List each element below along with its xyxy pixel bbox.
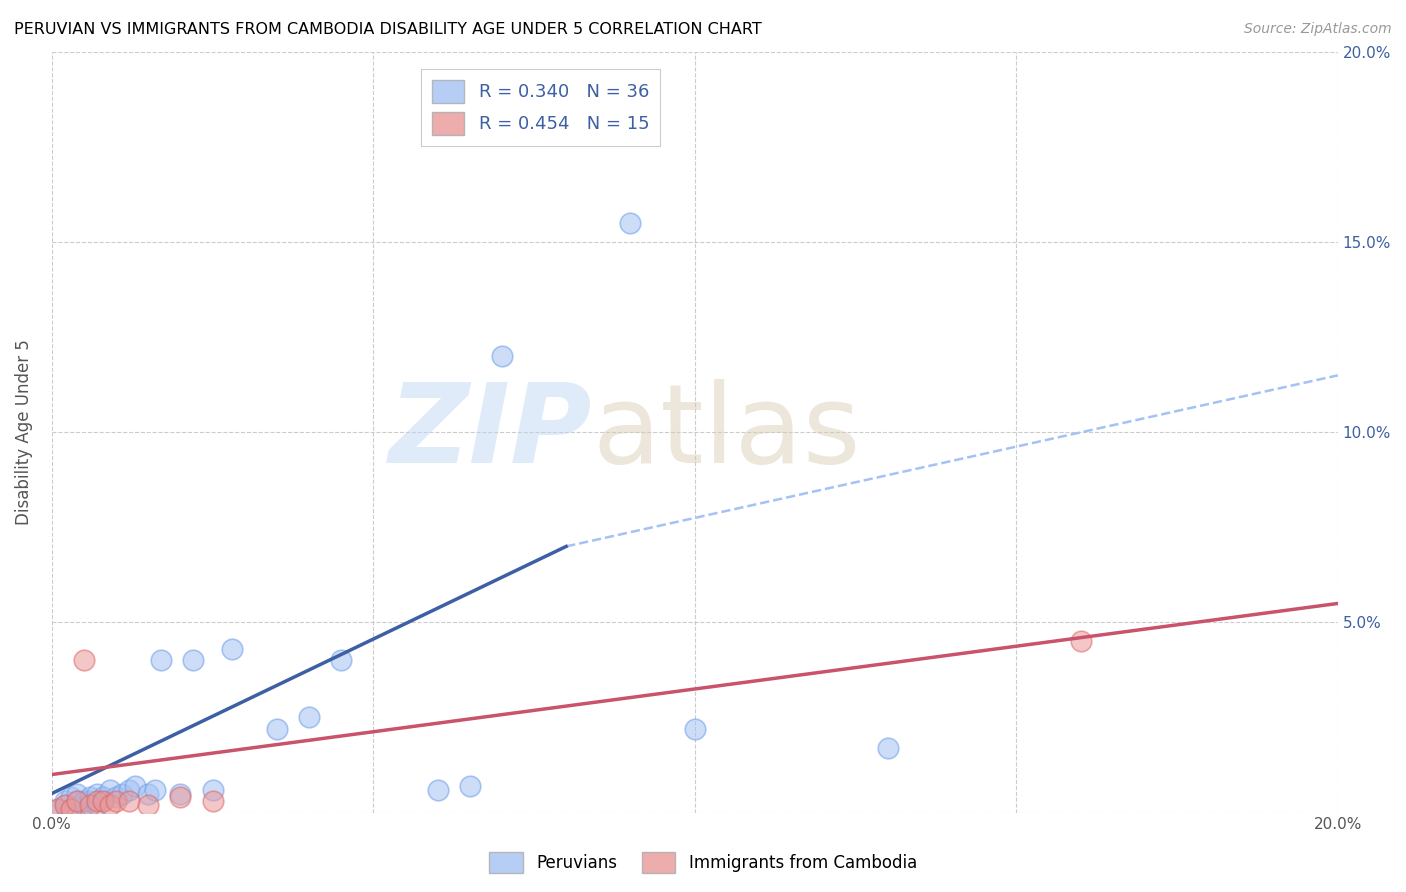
Point xyxy=(136,787,159,801)
Text: ZIP: ZIP xyxy=(388,379,592,486)
Point xyxy=(66,794,89,808)
Y-axis label: Disability Age Under 5: Disability Age Under 5 xyxy=(15,340,32,525)
Point xyxy=(221,642,243,657)
Point xyxy=(143,782,166,797)
Point xyxy=(1070,634,1092,648)
Point xyxy=(60,790,83,805)
Point xyxy=(86,797,108,812)
Point xyxy=(683,722,706,736)
Point xyxy=(330,653,353,667)
Point xyxy=(73,794,96,808)
Point xyxy=(111,787,134,801)
Point xyxy=(266,722,288,736)
Point xyxy=(98,797,121,812)
Point xyxy=(79,794,101,808)
Point xyxy=(73,797,96,812)
Point xyxy=(91,794,114,808)
Point xyxy=(53,794,76,808)
Point xyxy=(53,797,76,812)
Point xyxy=(46,802,69,816)
Point xyxy=(136,797,159,812)
Point xyxy=(60,802,83,816)
Legend: Peruvians, Immigrants from Cambodia: Peruvians, Immigrants from Cambodia xyxy=(482,846,924,880)
Point xyxy=(298,710,321,724)
Point xyxy=(118,782,141,797)
Point xyxy=(426,782,449,797)
Point xyxy=(73,653,96,667)
Point xyxy=(46,802,69,816)
Point xyxy=(86,787,108,801)
Point xyxy=(53,797,76,812)
Point xyxy=(105,790,128,805)
Point xyxy=(79,790,101,805)
Point xyxy=(150,653,173,667)
Point xyxy=(91,794,114,808)
Point xyxy=(66,794,89,808)
Point xyxy=(91,790,114,805)
Point xyxy=(169,790,191,805)
Point xyxy=(86,794,108,808)
Point xyxy=(491,349,513,363)
Text: PERUVIAN VS IMMIGRANTS FROM CAMBODIA DISABILITY AGE UNDER 5 CORRELATION CHART: PERUVIAN VS IMMIGRANTS FROM CAMBODIA DIS… xyxy=(14,22,762,37)
Point xyxy=(79,797,101,812)
Point xyxy=(98,782,121,797)
Point xyxy=(876,740,898,755)
Point xyxy=(201,782,224,797)
Legend: R = 0.340   N = 36, R = 0.454   N = 15: R = 0.340 N = 36, R = 0.454 N = 15 xyxy=(420,69,659,146)
Point xyxy=(124,779,146,793)
Point xyxy=(66,787,89,801)
Point xyxy=(619,216,641,230)
Point xyxy=(105,794,128,808)
Point xyxy=(118,794,141,808)
Text: atlas: atlas xyxy=(592,379,860,486)
Point xyxy=(201,794,224,808)
Point xyxy=(181,653,204,667)
Point xyxy=(458,779,481,793)
Text: Source: ZipAtlas.com: Source: ZipAtlas.com xyxy=(1244,22,1392,37)
Point xyxy=(169,787,191,801)
Point xyxy=(60,802,83,816)
